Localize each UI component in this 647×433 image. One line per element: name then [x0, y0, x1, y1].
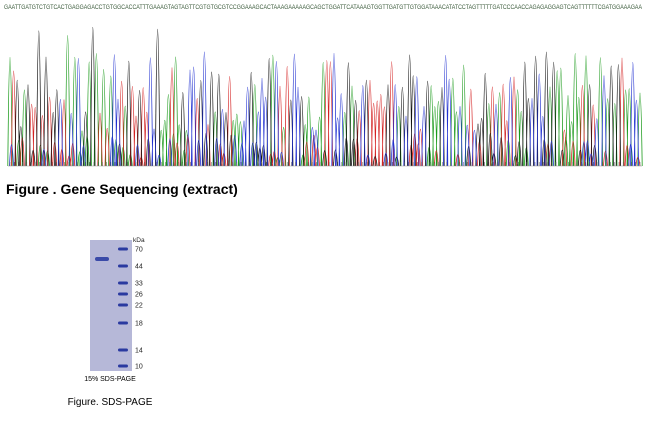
marker-labels: 70 44 33 26 22 18 14 10: [135, 247, 143, 371]
gel-unit: kDa: [133, 237, 145, 244]
ladder: [118, 247, 128, 368]
sample-band: [95, 257, 109, 261]
chromatogram: [7, 26, 643, 167]
marker-label: 33: [135, 281, 143, 288]
marker-label: 44: [135, 264, 143, 271]
trace: [14, 26, 621, 167]
ladder-band: [118, 364, 128, 368]
ladder-band: [118, 303, 128, 307]
ladder-band: [118, 247, 128, 251]
ladder-band: [118, 348, 128, 352]
gel-caption: Figure. SDS-PAGE: [68, 397, 153, 408]
marker-label: 18: [135, 321, 143, 328]
marker-label: 14: [135, 348, 143, 355]
ladder-band: [118, 321, 128, 325]
trace: [9, 51, 639, 167]
marker-label: 26: [135, 292, 143, 299]
sequencing-caption: Figure . Gene Sequencing (extract): [6, 181, 238, 197]
gel-label: 15% SDS-PAGE: [84, 376, 136, 383]
ladder-band: [118, 292, 128, 296]
gel-image: [90, 240, 132, 371]
marker-label: 22: [135, 303, 143, 310]
ladder-band: [118, 264, 128, 268]
ladder-band: [118, 281, 128, 285]
marker-label: 10: [135, 364, 143, 371]
sequence-text: GAATTGATGTCTGTCACTGAGGAGACCTGTGGCACCATTT…: [4, 4, 643, 11]
marker-label: 70: [135, 247, 143, 254]
